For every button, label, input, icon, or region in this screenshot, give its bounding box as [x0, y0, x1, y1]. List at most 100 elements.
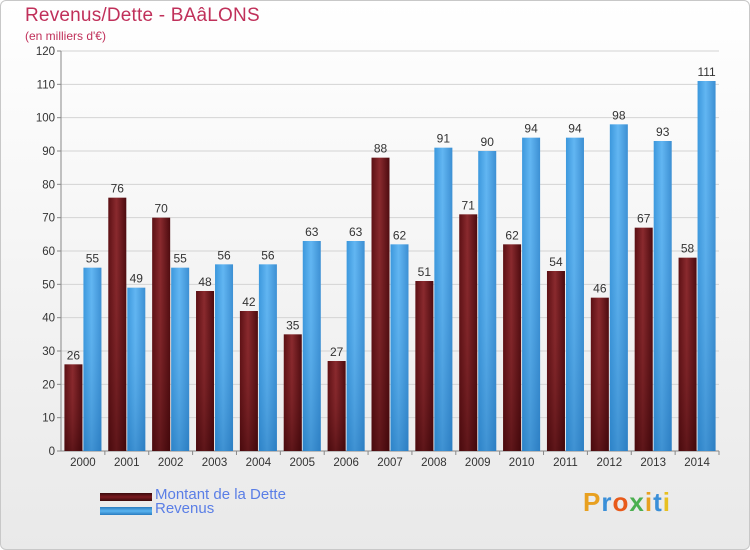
bar-shade-revenus — [478, 151, 497, 451]
bar-shade-revenus — [565, 137, 584, 451]
data-label-revenus: 94 — [524, 122, 538, 136]
data-label-revenus: 111 — [697, 65, 716, 79]
proxiti-logo: Proxiti — [583, 487, 671, 518]
y-tick-label: 70 — [42, 213, 55, 225]
bar-shade-dette — [64, 364, 83, 451]
data-label-dette: 42 — [242, 295, 256, 309]
data-label-dette: 58 — [681, 242, 695, 256]
data-label-revenus: 90 — [481, 135, 495, 149]
bar-shade-dette — [503, 244, 522, 451]
y-tick-label: 110 — [37, 79, 55, 91]
bar-shade-revenus — [522, 137, 541, 451]
data-label-dette: 46 — [593, 282, 607, 296]
x-tick-label: 2006 — [333, 457, 359, 469]
logo-letter: P — [583, 487, 602, 517]
bar-shade-dette — [634, 227, 653, 451]
bar-shade-dette — [459, 214, 478, 451]
legend-label-dette: Montant de la Dette — [155, 486, 286, 503]
bar-shade-revenus — [346, 241, 365, 451]
x-tick-label: 2007 — [377, 457, 403, 469]
data-label-revenus: 94 — [568, 122, 582, 136]
logo-letter: r — [601, 487, 613, 517]
bar-shade-revenus — [390, 244, 409, 451]
y-tick-label: 40 — [42, 313, 55, 325]
y-tick-label: 20 — [42, 379, 55, 391]
bar-shade-dette — [546, 271, 565, 451]
data-label-dette: 67 — [637, 212, 651, 226]
data-label-dette: 71 — [462, 198, 476, 212]
bar-shade-dette — [283, 334, 302, 451]
x-tick-label: 2014 — [684, 457, 710, 469]
data-label-dette: 70 — [154, 202, 168, 216]
y-tick-label: 80 — [42, 179, 55, 191]
bar-shade-revenus — [258, 264, 277, 451]
bar-shade-revenus — [302, 241, 321, 451]
x-tick-label: 2004 — [246, 457, 272, 469]
bar-shade-dette — [108, 197, 127, 451]
bar-shade-dette — [196, 291, 215, 451]
y-tick-label: 120 — [36, 46, 55, 58]
data-label-dette: 26 — [67, 348, 81, 362]
data-label-dette: 62 — [505, 228, 519, 242]
chart-title: Revenus/Dette - BAâLONS — [25, 5, 260, 26]
x-tick-label: 2011 — [553, 457, 578, 469]
bar-shade-revenus — [434, 147, 453, 451]
y-tick-label: 90 — [42, 146, 55, 158]
x-tick-label: 2009 — [465, 457, 491, 469]
y-tick-label: 60 — [42, 246, 55, 258]
data-label-revenus: 55 — [86, 252, 100, 266]
data-label-revenus: 63 — [349, 225, 363, 239]
x-tick-label: 2002 — [158, 457, 184, 469]
x-tick-label: 2013 — [640, 457, 666, 469]
data-label-revenus: 56 — [217, 248, 231, 262]
bar-shade-dette — [371, 157, 390, 451]
data-label-revenus: 49 — [130, 272, 144, 286]
x-tick-label: 2012 — [597, 457, 623, 469]
bar-shade-revenus — [653, 141, 672, 451]
data-label-dette: 54 — [549, 255, 563, 269]
bar-shade-dette — [415, 281, 434, 451]
bar-shade-revenus — [215, 264, 234, 451]
x-tick-label: 2001 — [114, 457, 140, 469]
bar-shade-dette — [678, 257, 697, 451]
data-label-revenus: 91 — [437, 132, 451, 146]
x-tick-label: 2008 — [421, 457, 447, 469]
logo-letter: x — [629, 487, 645, 517]
data-label-revenus: 98 — [612, 108, 626, 122]
data-label-revenus: 56 — [261, 248, 275, 262]
x-tick-label: 2000 — [70, 457, 96, 469]
bar-shade-revenus — [127, 287, 146, 451]
bar-shade-revenus — [697, 81, 716, 451]
logo-letter: i — [662, 487, 671, 517]
data-label-dette: 48 — [198, 275, 212, 289]
data-label-dette: 35 — [286, 318, 300, 332]
data-label-dette: 88 — [374, 142, 388, 156]
bar-shade-revenus — [83, 267, 102, 451]
logo-letter: o — [612, 487, 630, 517]
chart-subtitle: (en milliers d'€) — [25, 29, 106, 43]
logo-letter: t — [653, 487, 663, 517]
legend-swatch-dette — [100, 493, 152, 501]
bar-shade-dette — [590, 297, 609, 451]
data-label-revenus: 63 — [305, 225, 319, 239]
data-label-dette: 27 — [330, 345, 344, 359]
x-tick-label: 2003 — [202, 457, 228, 469]
y-tick-label: 100 — [36, 113, 55, 125]
data-label-revenus: 62 — [393, 228, 407, 242]
data-label-revenus: 55 — [173, 252, 187, 266]
x-tick-label: 2005 — [289, 457, 315, 469]
x-tick-label: 2010 — [509, 457, 535, 469]
bar-shade-dette — [327, 361, 346, 451]
y-tick-label: 30 — [42, 346, 55, 358]
legend-label-revenus: Revenus — [155, 500, 215, 517]
y-tick-label: 50 — [42, 279, 55, 291]
data-label-dette: 76 — [111, 182, 125, 196]
y-tick-label: 0 — [49, 446, 55, 458]
bar-shade-revenus — [609, 124, 628, 451]
legend-swatch-revenus — [100, 507, 152, 515]
bar-shade-revenus — [171, 267, 190, 451]
bar-shade-dette — [152, 217, 171, 451]
bar-shade-dette — [239, 311, 258, 451]
data-label-revenus: 93 — [656, 125, 670, 139]
